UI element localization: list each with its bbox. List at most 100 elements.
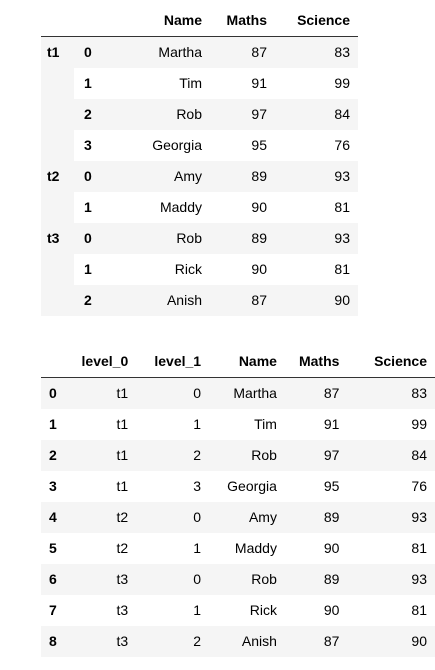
table-row: 3 t1 3 Georgia 95 76 (41, 471, 435, 502)
name-cell: Rob (209, 440, 285, 471)
level0-cell: t2 (62, 502, 137, 533)
name-cell: Rick (100, 254, 210, 285)
table1-header: Name Maths Science (41, 5, 358, 37)
maths-cell: 95 (284, 471, 348, 502)
row-level0-label: t2 (41, 161, 74, 223)
level0-cell: t1 (62, 377, 137, 409)
level1-cell: 0 (136, 377, 210, 409)
row-level1-label: 1 (74, 68, 100, 99)
reset-index-dataframe-table: level_0 level_1 Name Maths Science 0 t1 0 M… (41, 346, 435, 657)
table1-header-science: Science (275, 5, 358, 37)
table-row: t3 0 Rob 89 93 (41, 223, 358, 316)
row-index-label: 7 (41, 595, 63, 626)
science-cell: 81 (275, 192, 358, 223)
table1-header-maths: Maths (210, 5, 275, 37)
science-cell: 93 (347, 564, 435, 595)
table2-header-science: Science (347, 346, 435, 378)
multiindex-dataframe-table: Name Maths Science t1 0 Martha 87 83 1 Tim 91 99… (41, 5, 358, 316)
maths-cell: 89 (210, 223, 275, 254)
row-level1-label: 0 (74, 223, 100, 254)
table2-header: level_0 level_1 Name Maths Science (41, 346, 435, 378)
science-cell: 90 (275, 285, 358, 316)
name-cell: Georgia (100, 130, 210, 161)
science-cell: 99 (347, 409, 435, 440)
table-row: t1 0 Martha 87 83 (41, 36, 358, 161)
science-cell: 84 (347, 440, 435, 471)
row-index-label: 5 (41, 533, 63, 564)
table-row: 0 t1 0 Martha 87 83 (41, 377, 435, 409)
name-cell: Maddy (209, 533, 285, 564)
table2-header-blank-index (41, 346, 63, 378)
row-index-label: 3 (41, 471, 63, 502)
level1-cell: 3 (136, 471, 210, 502)
table-row: t2 0 Amy 89 93 (41, 161, 358, 223)
science-cell: 81 (275, 254, 358, 285)
table-row: 1 Tim 91 99 (41, 68, 358, 99)
table2-header-level1: level_1 (136, 346, 210, 378)
table-row: 8 t3 2 Anish 87 90 (41, 626, 435, 657)
level0-cell: t1 (62, 409, 137, 440)
level1-cell: 1 (136, 409, 210, 440)
maths-cell: 87 (210, 36, 275, 68)
maths-cell: 89 (284, 564, 348, 595)
maths-cell: 91 (210, 68, 275, 99)
row-level0-label: t3 (41, 223, 74, 316)
science-cell: 81 (347, 533, 435, 564)
row-level1-label: 3 (74, 130, 100, 161)
name-cell: Maddy (100, 192, 210, 223)
table-row: 7 t3 1 Rick 90 81 (41, 595, 435, 626)
row-level1-label: 0 (74, 161, 100, 192)
science-cell: 84 (275, 99, 358, 130)
row-level1-label: 2 (74, 285, 100, 316)
name-cell: Martha (100, 36, 210, 68)
name-cell: Tim (100, 68, 210, 99)
table-row: 3 Georgia 95 76 (41, 130, 358, 161)
level0-cell: t3 (62, 626, 137, 657)
name-cell: Anish (100, 285, 210, 316)
level1-cell: 1 (136, 595, 210, 626)
level1-cell: 0 (136, 502, 210, 533)
maths-cell: 90 (210, 192, 275, 223)
table-row: 1 Maddy 90 81 (41, 192, 358, 223)
row-level1-label: 0 (74, 36, 100, 68)
name-cell: Rick (209, 595, 285, 626)
row-index-label: 2 (41, 440, 63, 471)
maths-cell: 87 (210, 285, 275, 316)
name-cell: Rob (100, 223, 210, 254)
table1-header-blank-level1 (74, 5, 100, 37)
table1-body: t1 0 Martha 87 83 1 Tim 91 99 2 Rob 97 84 3 Georgia 95 7… (41, 36, 358, 316)
science-cell: 90 (347, 626, 435, 657)
name-cell: Rob (209, 564, 285, 595)
table-row: 2 Rob 97 84 (41, 99, 358, 130)
table-row: 2 Anish 87 90 (41, 285, 358, 316)
table-row: 1 t1 1 Tim 91 99 (41, 409, 435, 440)
name-cell: Tim (209, 409, 285, 440)
science-cell: 76 (347, 471, 435, 502)
row-index-label: 8 (41, 626, 63, 657)
maths-cell: 95 (210, 130, 275, 161)
science-cell: 83 (347, 377, 435, 409)
level0-cell: t2 (62, 533, 137, 564)
row-index-label: 0 (41, 377, 63, 409)
name-cell: Martha (209, 377, 285, 409)
science-cell: 93 (275, 223, 358, 254)
level0-cell: t3 (62, 595, 137, 626)
science-cell: 81 (347, 595, 435, 626)
row-level1-label: 1 (74, 192, 100, 223)
science-cell: 93 (275, 161, 358, 192)
row-level1-label: 2 (74, 99, 100, 130)
table-row: 2 t1 2 Rob 97 84 (41, 440, 435, 471)
table1-header-row: Name Maths Science (41, 5, 358, 37)
science-cell: 93 (347, 502, 435, 533)
maths-cell: 89 (284, 502, 348, 533)
level1-cell: 1 (136, 533, 210, 564)
table2-header-level0: level_0 (62, 346, 137, 378)
row-index-label: 1 (41, 409, 63, 440)
table-row: 5 t2 1 Maddy 90 81 (41, 533, 435, 564)
row-level1-label: 1 (74, 254, 100, 285)
maths-cell: 97 (284, 440, 348, 471)
name-cell: Georgia (209, 471, 285, 502)
level1-cell: 2 (136, 626, 210, 657)
maths-cell: 87 (284, 377, 348, 409)
table1-header-blank-level0 (41, 5, 74, 37)
